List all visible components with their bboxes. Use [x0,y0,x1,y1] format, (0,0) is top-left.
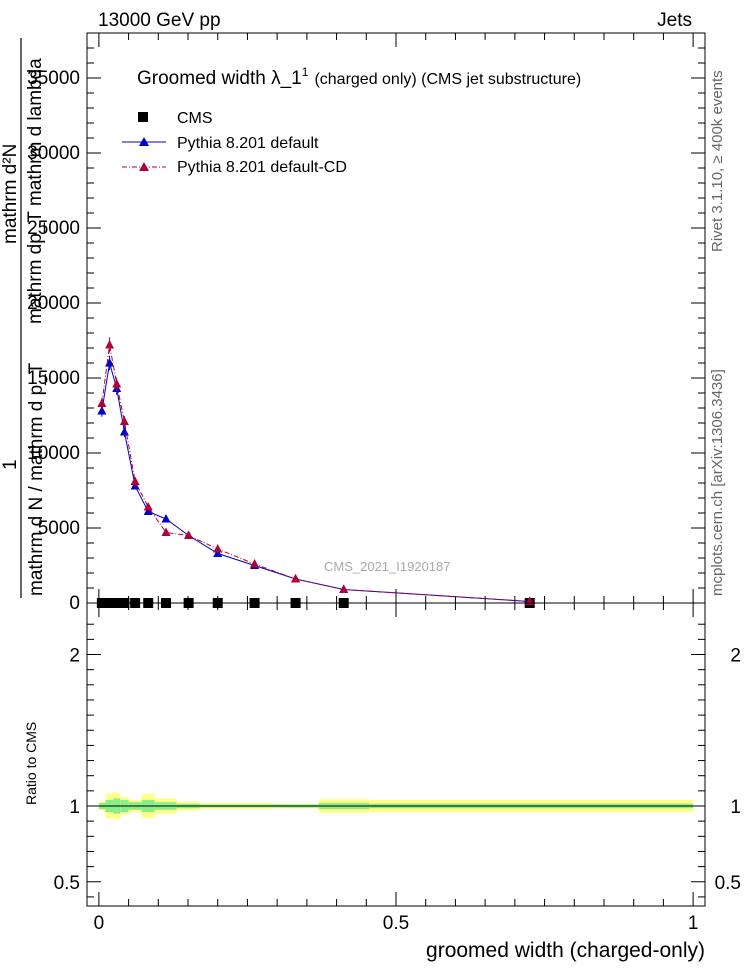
main-y-axis: 0 5000 10000 15000 20000 25000 30000 35000 [27,47,705,614]
ylabel-numerator-2: mathrm dp_T mathrm d lambda [25,58,46,324]
series-point-default-cd [112,379,122,388]
legend-cms-label: CMS [177,110,213,127]
main-x-ticks [98,33,694,603]
x-tick-label: 0.5 [383,913,409,934]
chart-title: Groomed width λ_11 (charged only) (CMS je… [137,65,581,89]
ratio-y-tick-label-right: 0.5 [715,873,741,894]
series-point-default-cd [213,544,223,553]
ratio-y-tick-label-right: 2 [730,646,741,667]
series-point-default-cd [161,527,171,536]
series-point-default-cd [97,398,107,407]
ylabel-denominator-one: 1 [0,459,21,470]
chart-title-suffix: (charged only) (CMS jet substructure) [314,71,581,88]
series-point-default-cd [105,340,115,349]
series-line-default-cd [101,344,530,602]
ratio-y-tick-label: 0.5 [54,873,80,894]
x-tick-label: 0 [94,913,105,934]
series-point-default-cd [130,476,140,485]
y-tick-label: 15000 [27,368,80,389]
legend: CMS Pythia 8.201 default Pythia 8.201 de… [122,110,347,176]
y-tick-label: 0 [69,593,80,614]
x-axis-label: groomed width (charged-only) [426,939,705,962]
series-line-default [101,362,530,602]
series-point-default [97,406,107,415]
series-point-default [213,548,223,557]
series-point-default-cd [184,530,194,539]
main-data-layer [96,337,535,608]
ratio-y-axis: 0.5 0.5 1 1 2 2 [54,623,741,898]
ratio-plot-frame [86,602,706,907]
legend-default-marker [139,137,149,146]
y-tick-label: 20000 [27,293,80,314]
legend-cd-label: Pythia 8.201 default-CD [177,159,347,176]
series-point-default [130,481,140,490]
series-point-default-cd [339,584,349,593]
legend-default-label: Pythia 8.201 default [177,135,319,152]
series-point-default-cd [291,574,301,583]
ratio-x-axis: 0 0.5 1 [94,603,699,934]
ylabel-denominator: mathrm d N / mathrm d p_T [26,362,47,596]
x-tick-label: 1 [688,913,699,934]
series-point-default-cd [119,416,129,425]
chart-title-main: Groomed width λ_1 [137,68,302,89]
ratio-y-label: Ratio to CMS [23,722,39,805]
chart-title-sup: 1 [302,65,309,79]
ratio-y-tick-label-right: 1 [730,797,741,818]
y-tick-label: 10000 [27,443,80,464]
series-point-default-cd [250,559,260,568]
y-tick-label: 5000 [38,518,80,539]
header-process: Jets [657,10,692,31]
series-point-default [105,358,115,367]
series-point-default-cd [143,502,153,511]
header-energy: 13000 GeV pp [98,10,221,31]
legend-cms-marker [138,112,148,122]
ratio-y-tick-label: 2 [69,646,80,667]
main-y-axis-label: mathrm d²N mathrm dp_T mathrm d lambda 1… [0,38,47,598]
mcplots-label: mcplots.cern.ch [arXiv:1306.3436] [709,369,726,596]
ylabel-numerator: mathrm d²N [0,144,21,244]
y-tick-label: 25000 [27,218,80,239]
y-tick-label: 35000 [27,68,80,89]
y-tick-label: 30000 [27,143,80,164]
series-point-default [161,514,171,523]
series-point-default [119,427,129,436]
legend-cd-marker [139,162,149,171]
rivet-label: Rivet 3.1.10, ≥ 400k events [709,70,726,252]
analysis-watermark: CMS_2021_I1920187 [324,559,451,574]
series-point-default [143,506,153,515]
ratio-y-tick-label: 1 [69,797,80,818]
